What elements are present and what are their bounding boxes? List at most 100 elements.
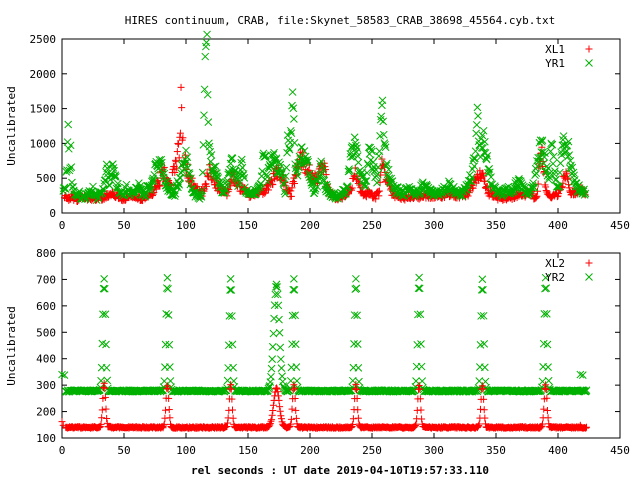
bottom-series-yr2 bbox=[58, 273, 591, 396]
data-point-yr1 bbox=[555, 182, 564, 191]
data-point-xl1 bbox=[362, 192, 370, 200]
data-point-yr1 bbox=[528, 183, 536, 192]
y-tick-label: 0 bbox=[49, 207, 56, 220]
data-point-yr2 bbox=[415, 273, 423, 282]
data-point-xl2 bbox=[480, 406, 488, 414]
data-point-xl2 bbox=[349, 415, 357, 423]
data-point-yr2 bbox=[286, 376, 295, 385]
data-point-yr1 bbox=[516, 177, 525, 186]
data-point-yr2 bbox=[350, 340, 358, 348]
x-tick-label: 100 bbox=[176, 444, 196, 457]
data-point-yr2 bbox=[159, 386, 167, 394]
data-point-yr1 bbox=[282, 163, 291, 172]
data-point-yr1 bbox=[310, 189, 319, 198]
y-tick-label: 500 bbox=[36, 326, 56, 339]
data-point-yr2 bbox=[288, 340, 296, 348]
data-point-xl1 bbox=[261, 189, 269, 197]
data-point-xl1 bbox=[375, 192, 383, 200]
x-tick-label: 300 bbox=[424, 444, 444, 457]
data-point-yr2 bbox=[277, 364, 286, 372]
data-point-xl2 bbox=[103, 415, 111, 423]
data-point-yr1 bbox=[303, 155, 312, 164]
data-point-yr1 bbox=[477, 143, 486, 152]
data-point-xl1 bbox=[480, 172, 488, 180]
data-point-xl2 bbox=[287, 415, 295, 423]
data-point-xl1 bbox=[202, 182, 210, 190]
data-point-xl2 bbox=[274, 392, 282, 400]
data-point-yr2 bbox=[271, 290, 280, 299]
data-point-yr2 bbox=[276, 343, 285, 352]
data-point-xl2 bbox=[98, 406, 106, 414]
data-point-yr1 bbox=[517, 179, 526, 187]
data-point-xl2 bbox=[354, 406, 362, 414]
data-point-xl2 bbox=[102, 405, 110, 413]
data-point-yr1 bbox=[288, 101, 296, 110]
data-point-yr1 bbox=[469, 154, 478, 162]
data-point-yr2 bbox=[160, 377, 169, 385]
data-point-yr2 bbox=[272, 280, 281, 289]
data-point-yr2 bbox=[291, 340, 300, 349]
data-point-yr2 bbox=[267, 372, 275, 381]
x-tick-label: 50 bbox=[117, 444, 130, 457]
data-point-yr1 bbox=[483, 152, 492, 160]
data-point-yr1 bbox=[99, 185, 108, 194]
data-point-xl1 bbox=[372, 195, 380, 203]
data-point-yr2 bbox=[286, 384, 295, 393]
data-point-yr2 bbox=[99, 310, 107, 319]
data-point-yr1 bbox=[319, 166, 327, 174]
data-point-yr1 bbox=[204, 118, 213, 126]
data-point-yr1 bbox=[353, 144, 361, 152]
data-point-yr1 bbox=[471, 154, 479, 163]
data-point-xl1 bbox=[553, 193, 561, 201]
y-tick-label: 800 bbox=[36, 247, 56, 260]
y-tick-label: 700 bbox=[36, 273, 56, 286]
data-point-yr1 bbox=[470, 162, 479, 171]
data-point-yr1 bbox=[281, 190, 290, 198]
data-point-yr1 bbox=[288, 88, 297, 96]
data-point-xl1 bbox=[375, 187, 383, 195]
data-point-xl1 bbox=[174, 139, 182, 147]
data-point-yr1 bbox=[238, 163, 247, 172]
data-point-xl2 bbox=[354, 414, 362, 422]
data-point-yr1 bbox=[296, 154, 305, 163]
data-point-yr1 bbox=[564, 137, 573, 146]
data-point-yr1 bbox=[290, 115, 298, 123]
data-point-yr2 bbox=[293, 377, 301, 385]
data-point-yr1 bbox=[474, 112, 482, 120]
data-point-yr1 bbox=[285, 145, 294, 154]
data-point-xl1 bbox=[469, 184, 477, 192]
data-point-yr1 bbox=[171, 189, 180, 198]
legend-label-yr2: YR2 bbox=[545, 271, 565, 284]
data-point-yr1 bbox=[480, 137, 489, 146]
data-point-yr1 bbox=[580, 190, 589, 199]
data-point-yr2 bbox=[164, 285, 172, 293]
data-point-yr1 bbox=[373, 170, 382, 179]
data-point-xl1 bbox=[171, 169, 179, 177]
data-point-yr2 bbox=[414, 284, 423, 293]
data-point-yr1 bbox=[378, 96, 387, 105]
data-point-xl1 bbox=[149, 192, 157, 200]
bottom-legend: XL2 YR2 bbox=[545, 257, 593, 284]
data-point-yr1 bbox=[541, 149, 549, 158]
data-point-yr1 bbox=[112, 173, 120, 181]
x-tick-label: 0 bbox=[59, 219, 66, 232]
data-point-yr1 bbox=[109, 164, 118, 172]
data-point-yr1 bbox=[290, 138, 299, 147]
data-point-yr1 bbox=[200, 85, 209, 94]
data-point-yr1 bbox=[170, 192, 179, 200]
data-point-yr2 bbox=[417, 362, 426, 371]
data-point-xl2 bbox=[292, 406, 300, 414]
legend-label-xl1: XL1 bbox=[545, 43, 565, 56]
top-y-axis-label: Uncalibrated bbox=[5, 86, 18, 165]
data-point-yr1 bbox=[375, 147, 384, 156]
data-point-yr1 bbox=[384, 165, 393, 174]
y-tick-label: 1500 bbox=[30, 103, 57, 116]
data-point-yr1 bbox=[549, 152, 558, 161]
data-point-yr2 bbox=[480, 363, 489, 372]
data-point-yr2 bbox=[100, 275, 109, 283]
data-point-yr1 bbox=[387, 174, 396, 183]
data-point-yr1 bbox=[228, 154, 237, 163]
data-point-yr1 bbox=[232, 174, 241, 182]
data-point-yr2 bbox=[223, 376, 232, 385]
